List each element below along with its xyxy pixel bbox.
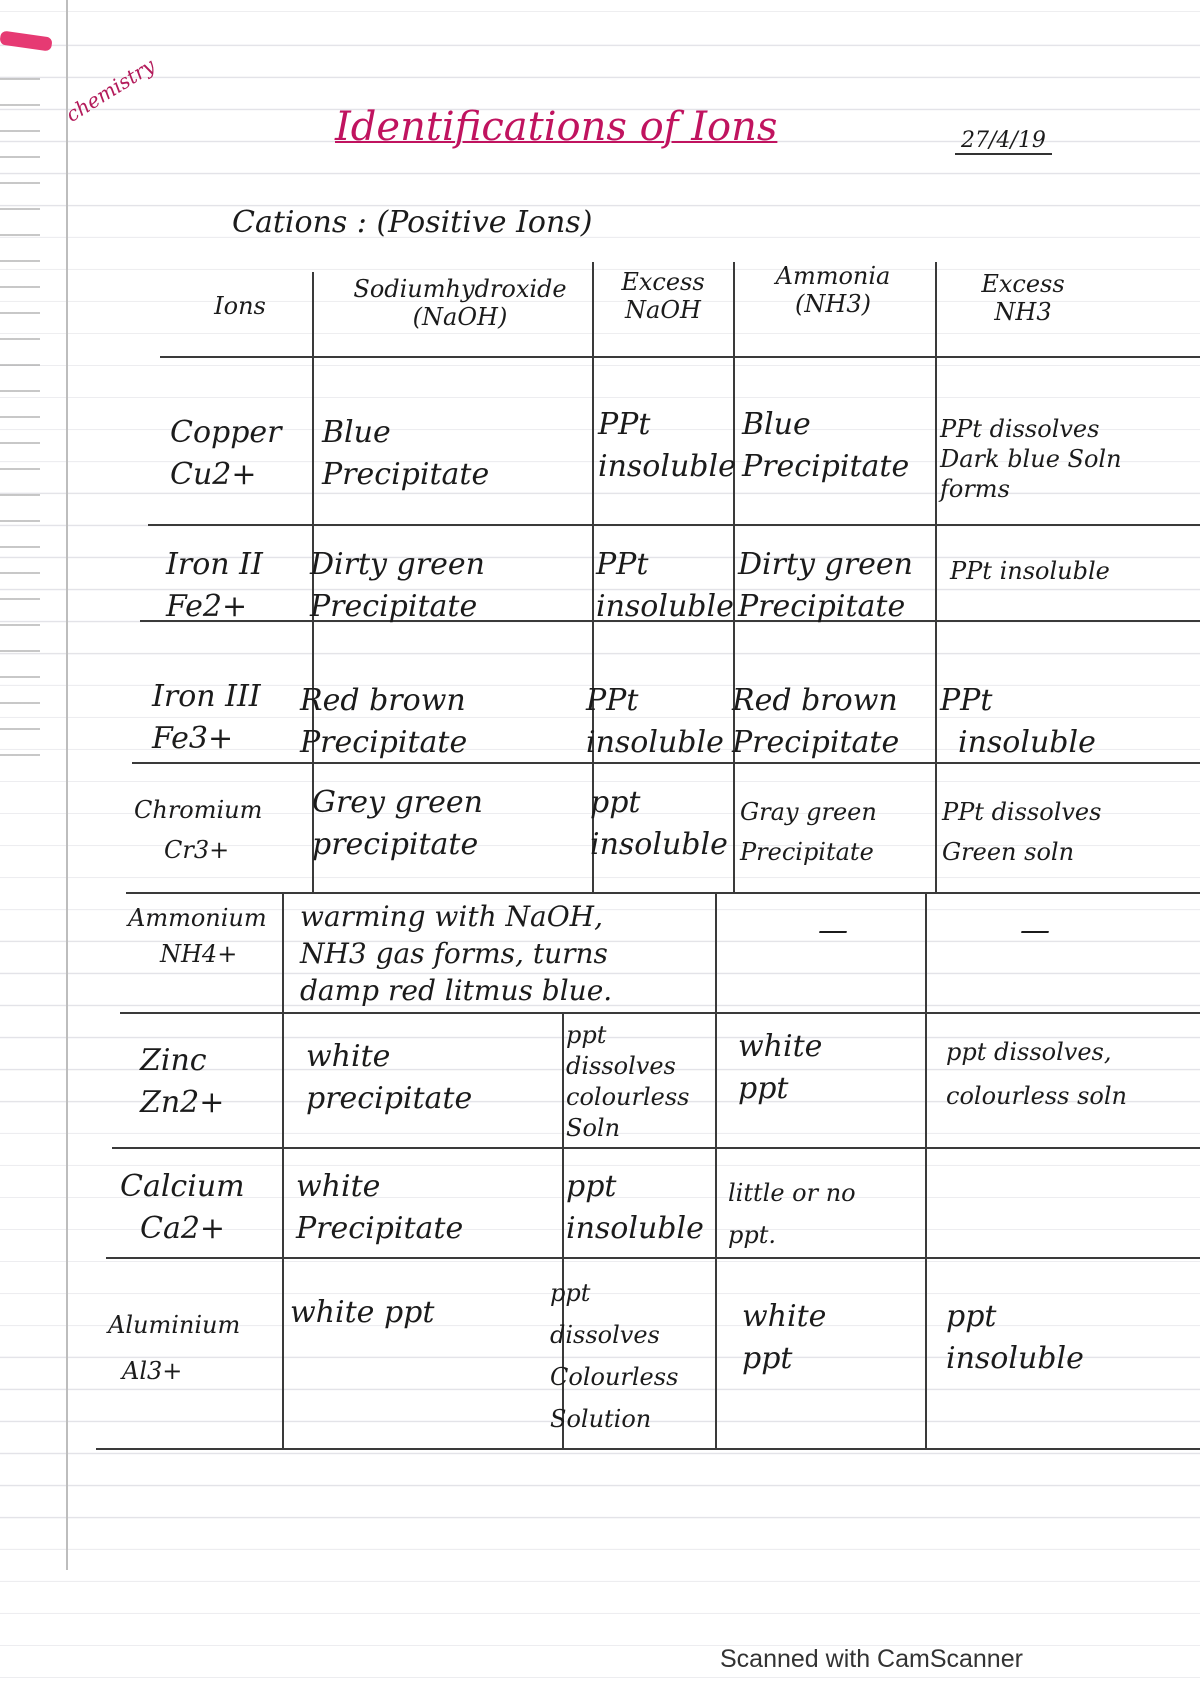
ammonia-cell: Dirty green Precipitate bbox=[738, 547, 913, 624]
page-title: Identifications of Ions bbox=[335, 104, 778, 150]
ammonia-cell: Red brown Precipitate bbox=[732, 683, 900, 760]
excess-naoh-cell: ppt insoluble bbox=[566, 1169, 704, 1246]
naoh-cell: white ppt bbox=[290, 1295, 435, 1330]
header-cell: Excess NaOH bbox=[621, 268, 705, 324]
ammonia-cell: — bbox=[818, 913, 848, 948]
ion-cell: Ammonium NH4+ bbox=[128, 904, 267, 968]
table-rule bbox=[733, 262, 735, 892]
ion-cell: Iron II Fe2+ bbox=[166, 547, 263, 624]
table-rule bbox=[106, 1257, 1200, 1259]
excess-nh3-cell: — bbox=[1020, 913, 1050, 948]
table-rule bbox=[148, 524, 1200, 526]
ion-cell: Zinc Zn2+ bbox=[140, 1043, 225, 1120]
naoh-cell: Grey green precipitate bbox=[312, 785, 483, 862]
table-rule bbox=[140, 620, 1200, 622]
excess-nh3-cell: PPt insoluble bbox=[950, 557, 1110, 585]
header-cell: Ions bbox=[214, 292, 266, 320]
header-cell: Ammonia (NH3) bbox=[775, 262, 891, 318]
excess-naoh-cell: ppt insoluble bbox=[590, 785, 728, 862]
excess-naoh-cell: ppt dissolves Colourless Solution bbox=[550, 1279, 679, 1433]
excess-nh3-cell: ppt dissolves, colourless soln bbox=[946, 1038, 1127, 1110]
table-rule bbox=[312, 272, 314, 892]
table-rule bbox=[132, 762, 1200, 764]
excess-naoh-cell: PPt insoluble bbox=[598, 407, 736, 484]
table-rule bbox=[925, 892, 927, 1448]
table-rule bbox=[715, 892, 717, 1448]
ion-cell: Aluminium Al3+ bbox=[108, 1311, 241, 1385]
table-rule bbox=[562, 1012, 564, 1448]
margin-line bbox=[66, 0, 68, 1570]
page-date: 27/4/19 bbox=[955, 128, 1052, 155]
header-cell: Sodiumhydroxide (NaOH) bbox=[353, 275, 567, 331]
naoh-cell: white precipitate bbox=[306, 1039, 473, 1116]
excess-naoh-cell: PPt insoluble bbox=[586, 683, 724, 760]
table-rule bbox=[120, 1012, 1200, 1014]
header-cell: Excess NH3 bbox=[981, 270, 1065, 326]
table-rule bbox=[935, 262, 937, 892]
ion-cell: Copper Cu2+ bbox=[170, 415, 282, 492]
ammonia-cell: white ppt bbox=[738, 1029, 823, 1106]
excess-nh3-cell: PPt dissolves Green soln bbox=[942, 798, 1102, 866]
excess-naoh-cell: PPt insoluble bbox=[596, 547, 734, 624]
table-rule bbox=[96, 1448, 1200, 1450]
ammonia-cell: Gray green Precipitate bbox=[740, 798, 877, 866]
naoh-cell: warming with NaOH, NH3 gas forms, turns da… bbox=[300, 900, 613, 1007]
table-rule bbox=[160, 356, 1200, 358]
naoh-cell: Red brown Precipitate bbox=[300, 683, 468, 760]
excess-naoh-cell: ppt dissolves colourless Soln bbox=[566, 1021, 690, 1142]
naoh-cell: Dirty green Precipitate bbox=[310, 547, 485, 624]
table-rule bbox=[592, 262, 594, 892]
table-rule bbox=[282, 892, 284, 1448]
excess-nh3-cell: PPt dissolves Dark blue Soln forms bbox=[940, 415, 1122, 503]
table-rule bbox=[126, 892, 1200, 894]
ion-cell: Calcium Ca2+ bbox=[120, 1169, 245, 1246]
naoh-cell: white Precipitate bbox=[296, 1169, 464, 1246]
ammonia-cell: little or no ppt. bbox=[728, 1179, 856, 1249]
table-rule bbox=[112, 1147, 1200, 1149]
scanner-watermark: Scanned with CamScanner bbox=[720, 1645, 1023, 1673]
ammonia-cell: white ppt bbox=[742, 1299, 827, 1376]
ion-cell: Iron III Fe3+ bbox=[152, 679, 261, 756]
spiral-binding bbox=[0, 60, 40, 780]
ion-cell: Chromium Cr3+ bbox=[134, 796, 263, 864]
excess-nh3-cell: PPt insoluble bbox=[940, 683, 1096, 760]
section-heading: Cations : (Positive Ions) bbox=[232, 205, 593, 240]
naoh-cell: Blue Precipitate bbox=[322, 415, 490, 492]
ammonia-cell: Blue Precipitate bbox=[742, 407, 910, 484]
excess-nh3-cell: ppt insoluble bbox=[946, 1299, 1084, 1376]
